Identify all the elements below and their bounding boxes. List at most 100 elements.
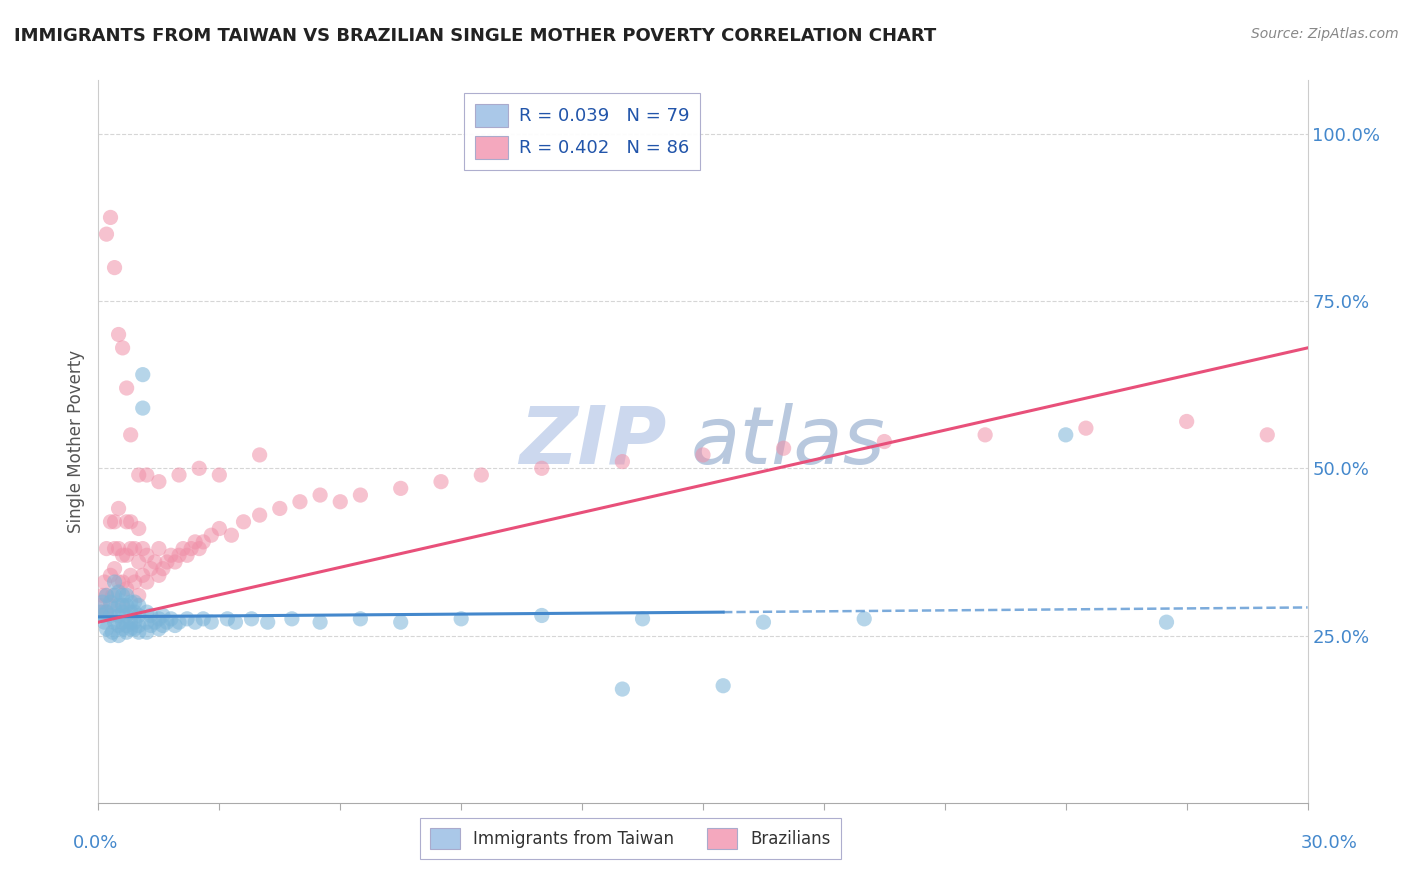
Point [111,599,134,613]
Point [101,589,124,603]
Text: 30.0%: 30.0% [1301,834,1357,852]
Point [111,599,134,613]
Point [115,608,138,623]
Point [200,615,222,630]
Point [188,461,211,475]
Point [120,615,142,630]
Point [120,427,142,442]
Point [152,562,174,576]
Point [309,615,332,630]
Point [752,615,775,630]
Point [115,589,138,603]
Point [143,555,166,569]
Point [128,625,150,640]
Point [132,541,155,556]
Point [103,260,125,275]
Point [132,368,155,382]
Point [711,679,734,693]
Point [249,508,271,523]
Point [128,599,150,613]
Point [124,541,146,556]
Point [188,541,211,556]
Point [89,605,111,619]
Point [93,615,115,630]
Point [631,612,654,626]
Point [103,541,125,556]
Point [167,467,190,482]
Point [91,605,114,619]
Point [128,608,150,623]
Legend: Immigrants from Taiwan, Brazilians: Immigrants from Taiwan, Brazilians [420,818,841,860]
Point [389,482,412,496]
Text: Source: ZipAtlas.com: Source: ZipAtlas.com [1251,27,1399,41]
Point [232,515,254,529]
Point [172,541,194,556]
Point [120,568,142,582]
Point [1175,414,1198,429]
Point [91,595,114,609]
Point [128,555,150,569]
Point [143,615,166,630]
Point [160,548,183,563]
Point [120,541,142,556]
Point [96,541,118,556]
Point [96,227,118,242]
Point [156,615,179,630]
Point [107,327,129,342]
Point [132,568,155,582]
Point [1074,421,1097,435]
Point [100,608,122,623]
Point [128,467,150,482]
Point [93,575,115,590]
Point [135,467,157,482]
Point [1156,615,1178,630]
Point [184,615,207,630]
Point [100,628,122,642]
Point [120,622,142,636]
Point [772,442,794,455]
Text: atlas: atlas [690,402,886,481]
Point [221,528,243,542]
Point [148,475,170,489]
Point [152,618,174,632]
Point [120,515,142,529]
Point [124,605,146,619]
Point [309,488,332,502]
Point [124,595,146,609]
Point [176,548,198,563]
Point [96,589,118,603]
Point [115,548,138,563]
Point [208,467,231,482]
Point [349,488,371,502]
Point [91,608,114,623]
Point [120,605,142,619]
Point [89,599,111,613]
Point [96,605,118,619]
Point [167,548,190,563]
Point [281,612,304,626]
Point [389,615,412,630]
Point [111,341,134,355]
Point [349,612,371,626]
Point [107,599,129,613]
Point [249,448,271,462]
Point [152,608,174,623]
Point [180,541,202,556]
Point [128,521,150,535]
Point [107,501,129,516]
Point [115,618,138,632]
Point [96,589,118,603]
Point [124,575,146,590]
Point [530,461,553,475]
Point [160,612,183,626]
Point [124,615,146,630]
Text: ZIP: ZIP [519,402,666,481]
Point [135,625,157,640]
Point [148,622,170,636]
Point [96,605,118,619]
Point [1054,427,1077,442]
Point [124,622,146,636]
Point [101,625,124,640]
Point [135,575,157,590]
Point [193,612,215,626]
